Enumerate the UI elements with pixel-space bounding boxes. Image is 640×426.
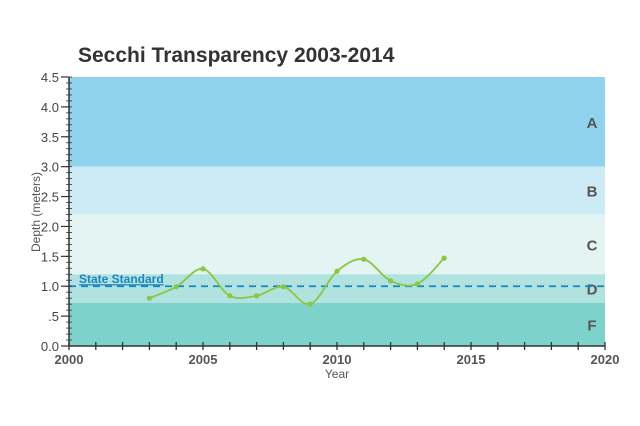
y-tick-label: 4.0	[41, 100, 59, 115]
y-tick-label: 2.5	[41, 190, 59, 205]
data-point	[414, 281, 420, 287]
data-point	[441, 255, 447, 261]
data-point	[280, 284, 286, 290]
band-b	[69, 166, 605, 215]
band-f	[69, 302, 605, 346]
data-point	[227, 293, 233, 299]
x-tick-label: 2000	[55, 352, 84, 367]
band-label-d: D	[587, 282, 598, 299]
data-point	[361, 256, 367, 262]
x-tick-label: 2015	[457, 352, 486, 367]
chart-title: Secchi Transparency 2003-2014	[78, 44, 395, 67]
data-point	[200, 266, 206, 272]
x-tick-label: 2005	[189, 352, 218, 367]
y-tick-label: 0.0	[41, 339, 59, 354]
x-tick-label: 2020	[591, 352, 620, 367]
data-point	[388, 278, 394, 284]
y-tick-label: .5	[48, 309, 59, 324]
band-label-b: B	[587, 184, 598, 201]
data-point	[254, 293, 260, 299]
y-tick-label: 1.5	[41, 249, 59, 264]
band-label-c: C	[587, 237, 598, 254]
band-c	[69, 214, 605, 275]
y-tick-label: 3.0	[41, 160, 59, 175]
x-tick-label: 2010	[323, 352, 352, 367]
y-axis-label: Depth (meters)	[29, 172, 43, 252]
x-axis-label: Year	[325, 367, 349, 381]
data-point	[173, 284, 179, 290]
data-point	[307, 301, 313, 307]
band-label-a: A	[587, 115, 598, 132]
y-tick-label: 4.5	[41, 70, 59, 85]
band-a	[69, 77, 605, 167]
data-point	[146, 295, 152, 301]
data-point	[334, 268, 340, 274]
y-tick-label: 1.0	[41, 279, 59, 294]
band-d	[69, 274, 605, 303]
state-standard-label: State Standard	[79, 272, 164, 286]
band-label-f: F	[587, 317, 596, 334]
y-tick-label: 2.0	[41, 219, 59, 234]
y-tick-label: 3.5	[41, 130, 59, 145]
